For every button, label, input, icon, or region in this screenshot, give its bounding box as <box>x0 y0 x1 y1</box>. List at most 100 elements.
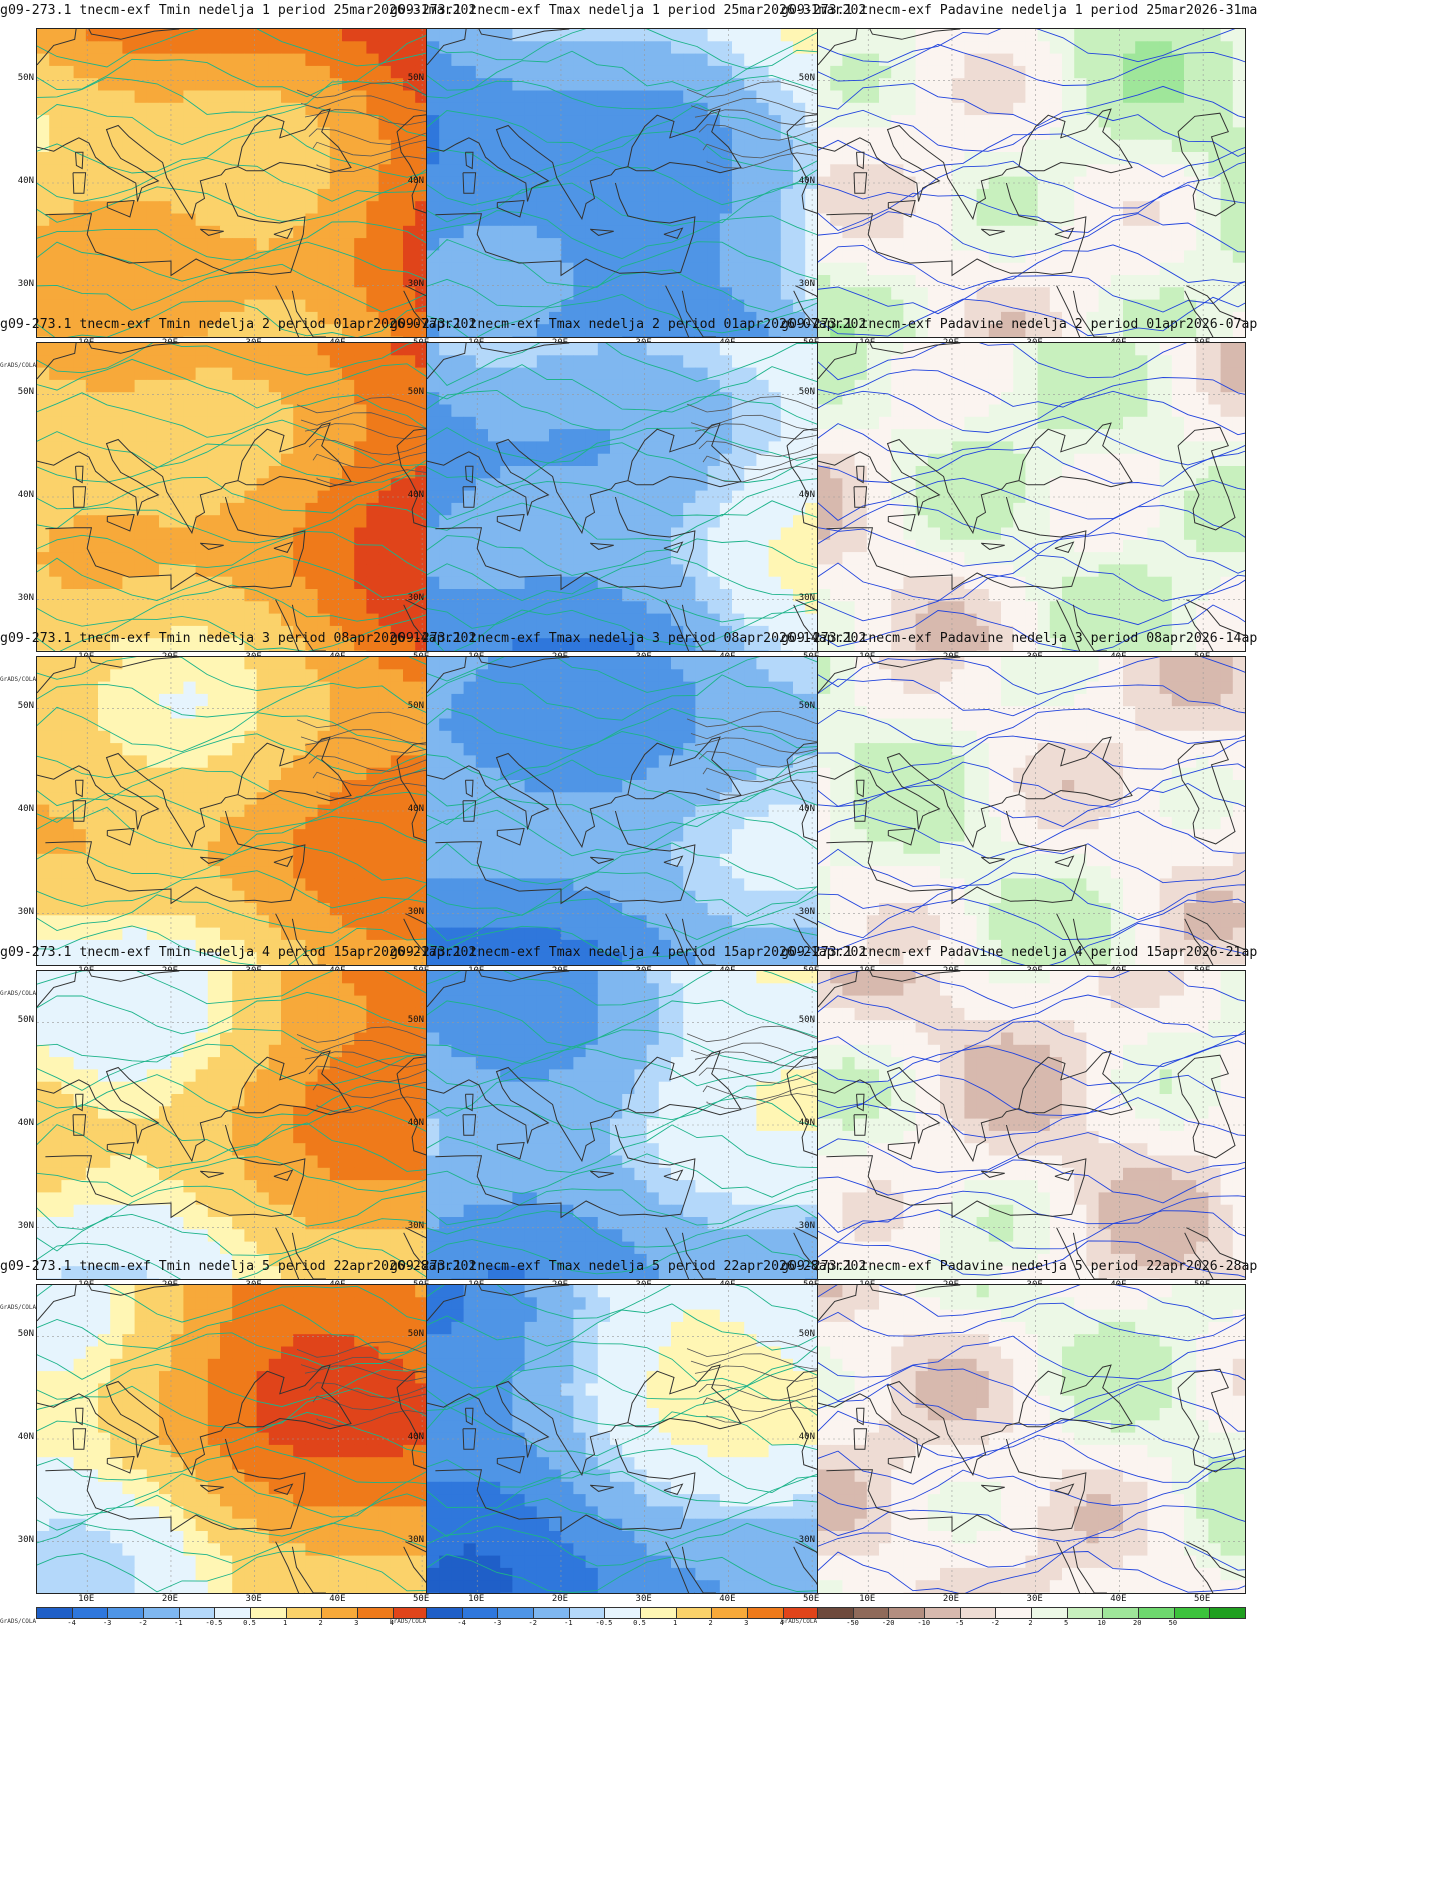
anomaly-cell <box>927 127 941 141</box>
anomaly-cell <box>500 225 513 239</box>
anomaly-cell <box>683 379 696 393</box>
anomaly-cell <box>463 576 477 590</box>
anomaly-cell <box>134 515 148 528</box>
anomaly-cell <box>183 262 197 276</box>
anomaly-cell <box>952 213 965 227</box>
anomaly-cell <box>159 429 172 442</box>
anomaly-cell <box>1184 53 1197 67</box>
anomaly-cell <box>719 41 733 55</box>
anomaly-cell <box>683 355 696 369</box>
anomaly-cell <box>293 139 306 153</box>
contour-line <box>37 29 449 68</box>
anomaly-cell <box>1001 324 1014 337</box>
coastline <box>237 108 352 174</box>
anomaly-cell <box>171 552 184 565</box>
anomaly-cell <box>1220 41 1234 55</box>
anomaly-cell <box>1098 299 1112 313</box>
anomaly-cell <box>683 139 696 153</box>
anomaly-cell <box>195 589 209 602</box>
anomaly-cell <box>49 299 62 313</box>
anomaly-cell <box>171 127 184 141</box>
anomaly-cell <box>122 429 136 442</box>
anomaly-cell <box>536 515 550 528</box>
anomaly-cell <box>940 188 953 202</box>
anomaly-cell <box>427 29 440 42</box>
anomaly-cell <box>658 441 672 455</box>
coastline <box>853 172 868 194</box>
anomaly-cell <box>646 29 660 42</box>
anomaly-cell <box>244 275 258 288</box>
anomaly-cell <box>475 392 489 405</box>
anomaly-cell <box>256 152 270 165</box>
anomaly-cell <box>952 250 965 264</box>
anomaly-cell <box>1062 53 1075 67</box>
anomaly-cell <box>952 311 965 325</box>
anomaly-cell <box>85 527 99 541</box>
anomaly-cell <box>756 466 770 479</box>
anomaly-cell <box>854 275 868 288</box>
anomaly-cell <box>866 262 880 276</box>
anomaly-cell <box>634 78 648 91</box>
anomaly-cell <box>879 29 892 42</box>
anomaly-cell <box>403 564 416 578</box>
anomaly-cell <box>1232 115 1245 128</box>
anomaly-cell <box>354 176 367 190</box>
anomaly-cell <box>500 29 513 42</box>
anomaly-cell <box>976 29 990 42</box>
anomaly-cell <box>830 262 843 276</box>
anomaly-cell <box>342 379 355 393</box>
anomaly-cell <box>658 90 672 104</box>
anomaly-cell <box>683 490 696 504</box>
anomaly-cell <box>793 250 806 264</box>
anomaly-cell <box>256 299 270 313</box>
anomaly-cell <box>342 355 355 369</box>
coastline <box>275 285 305 337</box>
anomaly-cell <box>768 41 782 55</box>
anomaly-cell <box>793 201 806 214</box>
anomaly-cell <box>719 78 733 91</box>
anomaly-cell <box>415 552 428 565</box>
anomaly-cell <box>366 515 380 528</box>
anomaly-cell <box>256 275 270 288</box>
anomaly-cell <box>256 552 270 565</box>
anomaly-cell <box>1208 275 1222 288</box>
anomaly-cell <box>732 287 745 301</box>
anomaly-cell <box>220 453 233 467</box>
anomaly-cell <box>488 552 501 565</box>
anomaly-cell <box>842 250 856 264</box>
anomaly-cell <box>988 324 1002 337</box>
anomaly-cell <box>134 613 148 627</box>
anomaly-cell <box>488 275 501 288</box>
anomaly-cell <box>268 299 282 313</box>
anomaly-cell <box>707 343 721 356</box>
anomaly-cell <box>463 336 477 337</box>
anomaly-cell <box>732 164 745 178</box>
anomaly-cell <box>305 53 319 67</box>
anomaly-cell <box>561 299 574 313</box>
anomaly-cell <box>171 601 184 615</box>
anomaly-cell <box>232 299 245 313</box>
anomaly-cell <box>964 53 978 67</box>
anomaly-cell <box>354 139 367 153</box>
anomaly-cell <box>561 250 574 264</box>
anomaly-cell <box>683 336 696 337</box>
anomaly-cell <box>146 65 160 79</box>
anomaly-cell <box>293 379 306 393</box>
anomaly-cell <box>1123 336 1136 337</box>
anomaly-cell <box>268 275 282 288</box>
anomaly-cell <box>830 275 843 288</box>
anomaly-cell <box>524 275 538 288</box>
anomaly-cell <box>1135 238 1148 251</box>
anomaly-cell <box>171 650 184 651</box>
anomaly-cell <box>707 139 721 153</box>
anomaly-cell <box>244 299 258 313</box>
coastline <box>887 199 916 218</box>
anomaly-cell <box>403 275 416 288</box>
anomaly-cell <box>256 336 270 337</box>
anomaly-cell <box>732 355 745 369</box>
anomaly-cell <box>281 343 294 356</box>
anomaly-cell <box>536 127 550 141</box>
anomaly-cell <box>854 176 868 190</box>
anomaly-cell <box>512 367 526 381</box>
anomaly-cell <box>256 324 270 337</box>
